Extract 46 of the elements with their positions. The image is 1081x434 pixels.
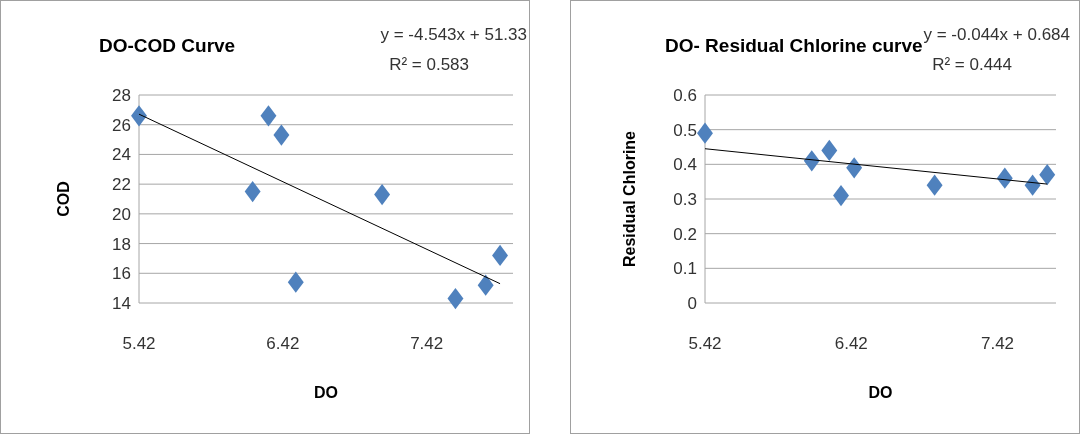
chart-title: DO- Residual Chlorine curve (665, 35, 923, 56)
y-tick-label: 0.3 (673, 189, 697, 209)
point (1039, 164, 1056, 186)
y-tick-label: 0.1 (673, 259, 697, 279)
text: R² = 0.444 (932, 55, 1012, 74)
point (1024, 174, 1041, 196)
point (287, 271, 304, 293)
x-tick-label: 5.42 (122, 334, 156, 353)
y-tick-label: 24 (112, 145, 131, 165)
x-tick-label: 7.42 (980, 334, 1015, 353)
point (244, 180, 261, 203)
x-tick-label: 6.42 (266, 334, 300, 353)
text: y = -0.044x + 0.684 (923, 25, 1070, 44)
point (447, 287, 464, 310)
point (492, 244, 509, 267)
point (846, 157, 863, 179)
point (697, 122, 713, 144)
x-tick-label: 5.42 (688, 334, 722, 353)
y-tick-label: 0 (687, 293, 697, 313)
y-tick-label: 22 (112, 175, 131, 195)
chart-title: DO-COD Curve (99, 35, 236, 56)
text: y = -4.543x + 51.33 (380, 25, 527, 44)
y-tick-label: 18 (112, 234, 131, 254)
x-axis-title: DO (314, 384, 338, 401)
y-axis-title: COD (55, 181, 72, 217)
y-axis-title: Residual Chlorine (621, 130, 638, 268)
text: R² = 0.583 (389, 55, 469, 74)
y-tick-label: 0.6 (673, 85, 697, 105)
y-tick-label: 0.2 (673, 224, 697, 244)
y-tick-label: 14 (112, 293, 131, 313)
point (374, 183, 391, 206)
y-tick-label: 0.4 (673, 155, 697, 175)
point (821, 139, 838, 162)
x-tick-label: 7.42 (410, 334, 444, 353)
point (260, 105, 277, 127)
point (131, 105, 147, 127)
y-tick-label: 26 (112, 115, 131, 135)
point (926, 174, 943, 196)
x-tick-label: 6.42 (834, 334, 868, 353)
y-tick-label: 16 (112, 264, 131, 284)
y-tick-label: 0.5 (673, 120, 697, 140)
y-tick-label: 20 (112, 204, 131, 224)
point (477, 274, 494, 296)
y-tick-label: 28 (112, 85, 131, 105)
x-axis-title: DO (868, 384, 893, 401)
point (273, 124, 290, 146)
